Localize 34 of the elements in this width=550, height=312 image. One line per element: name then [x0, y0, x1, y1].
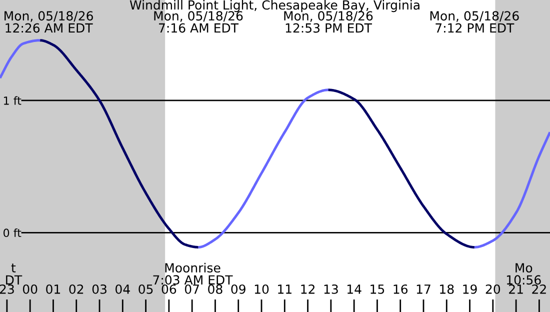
x-tick-label: 11 — [278, 284, 292, 294]
y-tick-label: 0 ft — [4, 228, 22, 238]
chart-title: Windmill Point Light, Chesapeake Bay, Virginia — [130, 0, 420, 12]
x-tick-label: 06 — [162, 284, 176, 294]
x-tick-label: 10 — [254, 284, 269, 294]
x-tick-label: 21 — [509, 284, 523, 294]
x-tick-label: 16 — [394, 284, 408, 294]
x-tick-label: 05 — [138, 284, 153, 294]
annotation: Mon, 05/18/26 12:53 PM EDT — [284, 11, 373, 33]
x-tick-label: 18 — [440, 284, 454, 294]
x-tick-label: 23 — [0, 284, 14, 294]
x-tick-label: 09 — [231, 284, 246, 294]
x-tick-label: 01 — [46, 284, 60, 294]
x-tick-label: 20 — [486, 284, 500, 294]
x-tick-label: 14 — [347, 284, 362, 294]
annotation: Moonrise 7:03 AM EDT — [153, 262, 233, 285]
y-tick-label: 1 ft — [4, 96, 22, 105]
annotation: Mon, 05/18/26 12:26 AM EDT — [4, 11, 93, 33]
x-tick-label: 17 — [416, 284, 430, 294]
x-tick-label: 03 — [92, 284, 106, 294]
x-tick-label: 08 — [208, 284, 222, 294]
x-tick-label: 02 — [69, 284, 84, 294]
x-tick-label: 22 — [532, 284, 546, 294]
x-tick-label: 12 — [301, 284, 314, 294]
x-tick-label: 19 — [463, 284, 477, 294]
annotation: Mon, 05/18/26 7:16 AM EDT — [154, 11, 243, 33]
x-tick-label: 00 — [22, 284, 38, 294]
annotation: t DT — [6, 264, 22, 284]
x-tick-label: 13 — [324, 284, 338, 294]
x-tick-label: 07 — [184, 284, 199, 294]
annotation: Mo 10:56 — [506, 263, 541, 285]
annotation: Mon, 05/18/26 7:12 PM EDT — [430, 11, 519, 33]
x-tick-label: 04 — [116, 284, 130, 294]
x-tick-label: 15 — [370, 284, 384, 294]
